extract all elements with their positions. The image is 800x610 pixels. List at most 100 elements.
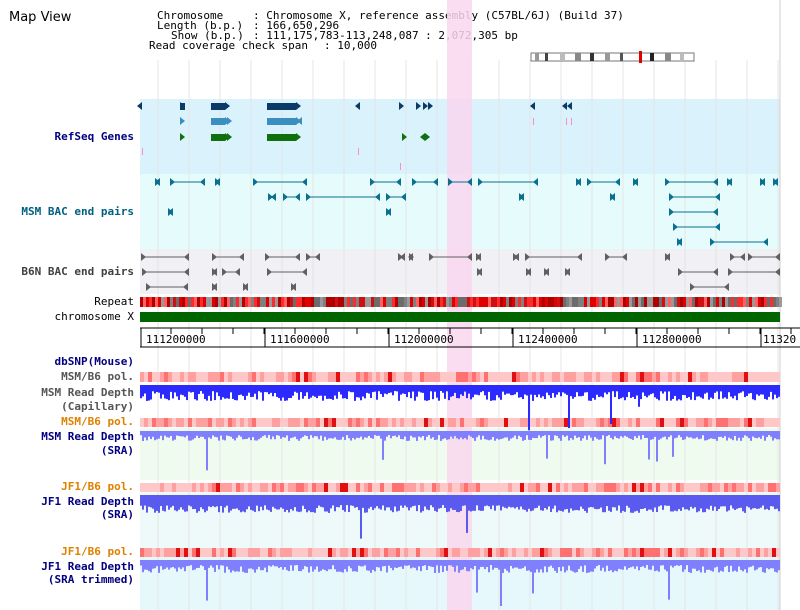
strand-arrow bbox=[267, 268, 272, 276]
repeat-segment bbox=[179, 297, 182, 307]
depth-bar bbox=[394, 385, 396, 392]
depth-bar bbox=[300, 560, 302, 572]
polymorphism-cell bbox=[628, 418, 632, 427]
depth-bar bbox=[352, 495, 354, 506]
depth-bar bbox=[486, 495, 488, 506]
polymorphism-cell bbox=[384, 548, 388, 557]
depth-bar bbox=[630, 560, 632, 568]
polymorphism-cell bbox=[192, 483, 196, 492]
polymorphism-cell bbox=[148, 372, 152, 382]
depth-bar bbox=[740, 495, 742, 508]
track-label-refseq[interactable]: RefSeq Genes bbox=[54, 130, 134, 143]
repeat-segment bbox=[755, 297, 758, 307]
repeat-segment bbox=[656, 297, 659, 307]
polymorphism-cell bbox=[376, 548, 380, 557]
track-label-jf1-trim-1[interactable]: JF1 Read Depth bbox=[41, 560, 134, 573]
depth-bar bbox=[200, 385, 202, 392]
depth-bar bbox=[220, 560, 222, 566]
depth-bar bbox=[638, 495, 640, 513]
polymorphism-cell bbox=[496, 418, 500, 427]
track-label-msm-depth-cap-1[interactable]: MSM Read Depth bbox=[41, 386, 134, 399]
depth-bar bbox=[542, 431, 544, 437]
track-label-b6n-bac[interactable]: B6N BAC end pairs bbox=[21, 265, 134, 278]
depth-bar bbox=[372, 560, 374, 570]
gene-block bbox=[211, 118, 225, 125]
repeat-segment bbox=[647, 297, 650, 307]
depth-bar bbox=[392, 495, 394, 513]
depth-bar bbox=[456, 431, 458, 439]
polymorphism-cell bbox=[164, 548, 168, 557]
track-label-jf1-depth-1[interactable]: JF1 Read Depth bbox=[41, 495, 134, 508]
polymorphism-cell bbox=[304, 548, 308, 557]
track-label-msm-bac[interactable]: MSM BAC end pairs bbox=[21, 205, 134, 218]
depth-bar bbox=[746, 431, 748, 437]
depth-bar bbox=[424, 431, 426, 441]
polymorphism-cell bbox=[492, 418, 496, 427]
depth-bar bbox=[240, 431, 242, 437]
depth-bar bbox=[164, 385, 166, 399]
depth-bar bbox=[392, 431, 394, 437]
depth-bar bbox=[690, 431, 692, 438]
depth-bar bbox=[398, 560, 400, 568]
depth-bar bbox=[692, 431, 694, 439]
track-label-msm-pol[interactable]: MSM/B6 pol. bbox=[61, 370, 134, 383]
depth-bar bbox=[430, 385, 432, 392]
strand-arrow bbox=[184, 268, 189, 276]
depth-bar bbox=[416, 495, 418, 512]
depth-bar bbox=[368, 560, 370, 571]
polymorphism-cell bbox=[772, 548, 776, 557]
polymorphism-cell bbox=[288, 418, 292, 427]
depth-bar bbox=[184, 431, 186, 438]
polymorphism-cell bbox=[340, 483, 344, 492]
strand-arrow bbox=[306, 253, 311, 261]
polymorphism-cell bbox=[556, 418, 560, 427]
gene-arrow bbox=[225, 102, 230, 110]
polymorphism-cell bbox=[688, 418, 692, 427]
depth-bar bbox=[532, 560, 534, 594]
polymorphism-cell bbox=[344, 483, 348, 492]
depth-bar bbox=[470, 431, 472, 437]
depth-bar bbox=[246, 560, 248, 573]
polymorphism-cell bbox=[704, 483, 708, 492]
track-label-jf1-pol[interactable]: JF1/B6 pol. bbox=[61, 480, 134, 493]
depth-bar bbox=[634, 385, 636, 399]
depth-bar bbox=[738, 495, 740, 509]
depth-bar bbox=[312, 495, 314, 513]
polymorphism-cell bbox=[200, 548, 204, 557]
depth-bar bbox=[650, 495, 652, 510]
polymorphism-cell bbox=[680, 418, 684, 427]
depth-bar bbox=[436, 495, 438, 512]
depth-bar bbox=[772, 495, 774, 507]
track-label-msm-pol-2[interactable]: MSM/B6 pol. bbox=[61, 415, 134, 428]
depth-bar bbox=[298, 385, 300, 400]
strand-arrow bbox=[713, 208, 718, 216]
depth-bar bbox=[302, 495, 304, 506]
depth-bar bbox=[386, 560, 388, 573]
repeat-segment bbox=[311, 297, 314, 307]
depth-bar bbox=[754, 560, 756, 571]
polymorphism-cell bbox=[620, 483, 624, 492]
repeat-segment bbox=[434, 297, 437, 307]
polymorphism-cell bbox=[604, 418, 608, 427]
polymorphism-cell bbox=[644, 418, 648, 427]
polymorphism-cell bbox=[412, 418, 416, 427]
polymorphism-cell bbox=[316, 483, 320, 492]
track-label-dbsnp[interactable]: dbSNP(Mouse) bbox=[54, 355, 134, 368]
depth-bar bbox=[728, 560, 730, 573]
depth-bar bbox=[448, 495, 450, 512]
polymorphism-cell bbox=[300, 418, 304, 427]
polymorphism-cell bbox=[660, 548, 664, 557]
track-label-jf1-pol-2[interactable]: JF1/B6 pol. bbox=[61, 545, 134, 558]
depth-bar bbox=[500, 495, 502, 511]
polymorphism-cell bbox=[436, 372, 440, 382]
polymorphism-cell bbox=[276, 548, 280, 557]
depth-bar bbox=[412, 495, 414, 507]
repeat-segment bbox=[752, 297, 755, 307]
repeat-segment bbox=[143, 297, 146, 307]
track-label-msm-depth-sra-1[interactable]: MSM Read Depth bbox=[41, 430, 134, 443]
depth-bar bbox=[244, 560, 246, 573]
depth-bar bbox=[700, 560, 702, 573]
polymorphism-cell bbox=[428, 483, 432, 492]
polymorphism-cell bbox=[500, 372, 504, 382]
